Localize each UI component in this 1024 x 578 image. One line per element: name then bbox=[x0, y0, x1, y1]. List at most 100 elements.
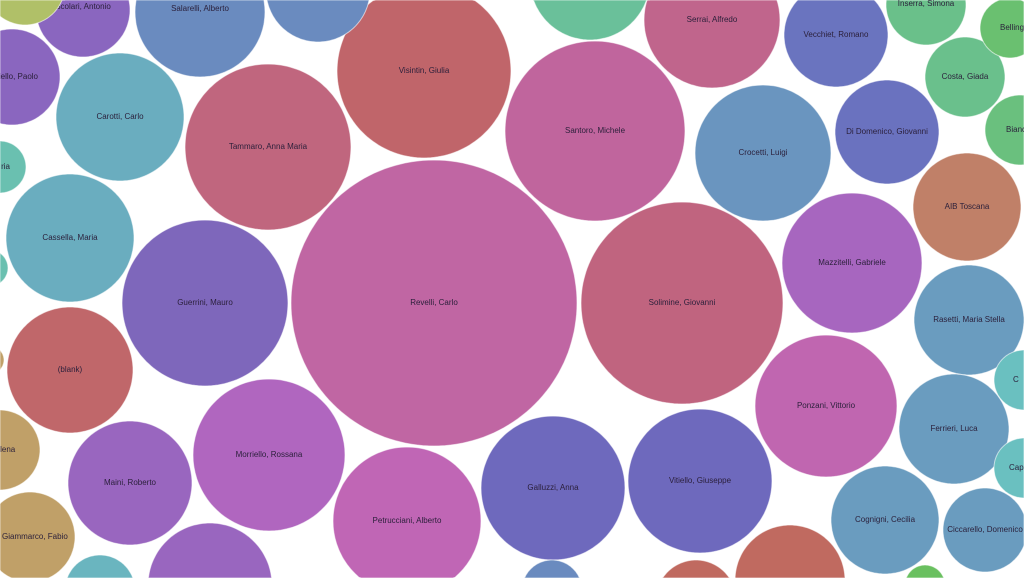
bubble[interactable] bbox=[0, 250, 9, 286]
bubble-circle[interactable] bbox=[898, 373, 1010, 485]
bubble-circle[interactable] bbox=[522, 559, 582, 578]
bubble-circle[interactable] bbox=[912, 152, 1022, 262]
bubble[interactable]: C bbox=[993, 349, 1024, 411]
bubble-circle[interactable] bbox=[0, 140, 27, 194]
bubble-circle[interactable] bbox=[0, 409, 41, 491]
bubble[interactable] bbox=[65, 554, 135, 578]
bubble-label: Mazzitelli, Gabriele bbox=[818, 258, 886, 267]
bubble[interactable] bbox=[656, 559, 736, 578]
bubble-circle[interactable] bbox=[0, 28, 61, 126]
bubble-circle[interactable] bbox=[504, 40, 686, 222]
bubble[interactable] bbox=[905, 564, 945, 578]
bubble-circle[interactable] bbox=[993, 349, 1024, 411]
bubble-circle[interactable] bbox=[0, 250, 9, 286]
bubble[interactable]: Solimine, Giovanni bbox=[580, 201, 784, 405]
bubble-circle[interactable] bbox=[834, 79, 940, 185]
bubble[interactable]: Vecchiet, Romano bbox=[783, 0, 889, 88]
bubble-circle[interactable] bbox=[643, 0, 781, 89]
bubble[interactable]: Di Domenico, Giovanni bbox=[834, 79, 940, 185]
bubble[interactable]: Santoro, Michele bbox=[504, 40, 686, 222]
bubble-circle[interactable] bbox=[905, 564, 945, 578]
bubble[interactable]: AIB Toscana bbox=[912, 152, 1022, 262]
bubble[interactable]: Guerrini, Mauro bbox=[121, 219, 289, 387]
bubble[interactable]: Elena bbox=[0, 409, 41, 491]
bubble[interactable]: Crocetti, Luigi bbox=[694, 84, 832, 222]
bubble[interactable]: ria bbox=[0, 140, 27, 194]
bubble[interactable]: Revelli, Carlo bbox=[290, 159, 578, 447]
bubble-circle[interactable] bbox=[694, 84, 832, 222]
bubble[interactable]: Bellinge bbox=[979, 0, 1024, 59]
bubble-label: ria bbox=[1, 162, 10, 171]
bubble[interactable]: Vitiello, Giuseppe bbox=[627, 408, 773, 554]
bubble-circle[interactable] bbox=[192, 378, 346, 532]
bubble-circle[interactable] bbox=[336, 0, 512, 159]
bubble-label: Petrucciani, Alberto bbox=[373, 516, 442, 525]
bubble[interactable]: Carotti, Carlo bbox=[55, 52, 185, 182]
bubble[interactable]: Maini, Roberto bbox=[67, 420, 193, 546]
bubble[interactable] bbox=[0, 0, 65, 26]
bubble-circle[interactable] bbox=[830, 465, 940, 575]
bubble[interactable] bbox=[734, 524, 846, 578]
bubble-circle[interactable] bbox=[147, 522, 273, 578]
bubble[interactable]: Ferrieri, Luca bbox=[898, 373, 1010, 485]
bubble[interactable]: Cassella, Maria bbox=[5, 173, 135, 303]
bubble[interactable]: Visintin, Giulia bbox=[336, 0, 512, 159]
bubble[interactable]: Serrai, Alfredo bbox=[643, 0, 781, 89]
bubble[interactable]: Ponzani, Vittorio bbox=[754, 334, 898, 478]
bubble[interactable]: Tammaro, Anna Maria bbox=[184, 63, 352, 231]
bubble[interactable]: Galluzzi, Anna bbox=[480, 415, 626, 561]
bubble-circle[interactable] bbox=[993, 437, 1024, 499]
bubble-label: Ferrieri, Luca bbox=[930, 424, 978, 433]
bubble-label: Di Domenico, Giovanni bbox=[846, 127, 928, 136]
bubble-circle[interactable] bbox=[0, 346, 5, 374]
bubble[interactable]: Salarelli, Alberto bbox=[134, 0, 266, 78]
bubble-circle[interactable] bbox=[734, 524, 846, 578]
bubble[interactable] bbox=[530, 0, 650, 41]
bubble[interactable] bbox=[147, 522, 273, 578]
bubble-circle[interactable] bbox=[121, 219, 289, 387]
bubble-circle[interactable] bbox=[942, 487, 1024, 573]
bubble-circle[interactable] bbox=[5, 173, 135, 303]
bubble[interactable]: iello, Paolo bbox=[0, 28, 61, 126]
bubble-label: (blank) bbox=[58, 365, 83, 374]
bubble-circle[interactable] bbox=[783, 0, 889, 88]
bubble-circle[interactable] bbox=[55, 52, 185, 182]
bubble-circle[interactable] bbox=[6, 306, 134, 434]
bubble-circle[interactable] bbox=[885, 0, 967, 46]
bubble-circle[interactable] bbox=[984, 94, 1024, 166]
bubble-circle[interactable] bbox=[656, 559, 736, 578]
bubble-circle[interactable] bbox=[530, 0, 650, 41]
bubble[interactable]: Mazzitelli, Gabriele bbox=[781, 192, 923, 334]
bubble[interactable]: (blank) bbox=[6, 306, 134, 434]
bubble[interactable] bbox=[266, 0, 370, 43]
bubble-circle[interactable] bbox=[979, 0, 1024, 59]
bubble[interactable] bbox=[0, 346, 5, 374]
bubble-circle[interactable] bbox=[781, 192, 923, 334]
bubble-circle[interactable] bbox=[580, 201, 784, 405]
bubble-circle[interactable] bbox=[480, 415, 626, 561]
bubble[interactable]: Bianc bbox=[984, 94, 1024, 166]
bubble-label: Cassella, Maria bbox=[42, 233, 98, 242]
bubble[interactable]: Ciccarello, Domenico bbox=[942, 487, 1024, 573]
bubble-circle[interactable] bbox=[134, 0, 266, 78]
bubble-circle[interactable] bbox=[0, 0, 65, 26]
bubble-label: Galluzzi, Anna bbox=[527, 483, 579, 492]
bubble[interactable]: Inserra, Simona bbox=[885, 0, 967, 46]
bubble[interactable] bbox=[522, 559, 582, 578]
bubble-circle[interactable] bbox=[754, 334, 898, 478]
bubble-circle[interactable] bbox=[627, 408, 773, 554]
bubble-circle[interactable] bbox=[67, 420, 193, 546]
bubble-circle[interactable] bbox=[290, 159, 578, 447]
bubble[interactable]: Morriello, Rossana bbox=[192, 378, 346, 532]
bubble[interactable]: Cap bbox=[993, 437, 1024, 499]
bubble[interactable]: Cognigni, Cecilia bbox=[830, 465, 940, 575]
bubble-circle[interactable] bbox=[184, 63, 352, 231]
bubble-label: Bianc bbox=[1006, 125, 1024, 134]
bubble-circle[interactable] bbox=[0, 491, 76, 578]
bubble-label: Maini, Roberto bbox=[104, 478, 157, 487]
bubble[interactable]: Petrucciani, Alberto bbox=[332, 446, 482, 578]
bubble[interactable]: Di Giammarco, Fabio bbox=[0, 491, 76, 578]
bubble-circle[interactable] bbox=[65, 554, 135, 578]
bubble-circle[interactable] bbox=[332, 446, 482, 578]
bubble-circle[interactable] bbox=[266, 0, 370, 43]
